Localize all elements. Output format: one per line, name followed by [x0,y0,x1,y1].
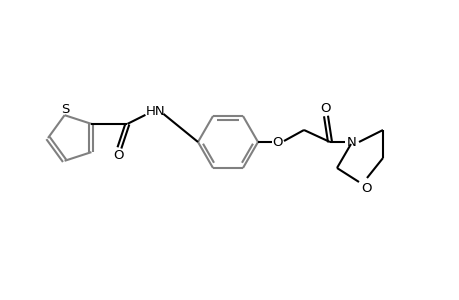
Text: O: O [272,136,283,148]
Text: O: O [361,182,371,194]
Text: HN: HN [146,105,165,119]
Text: N: N [347,136,356,148]
Text: S: S [61,103,70,116]
Text: O: O [113,149,123,162]
Text: O: O [320,101,330,115]
